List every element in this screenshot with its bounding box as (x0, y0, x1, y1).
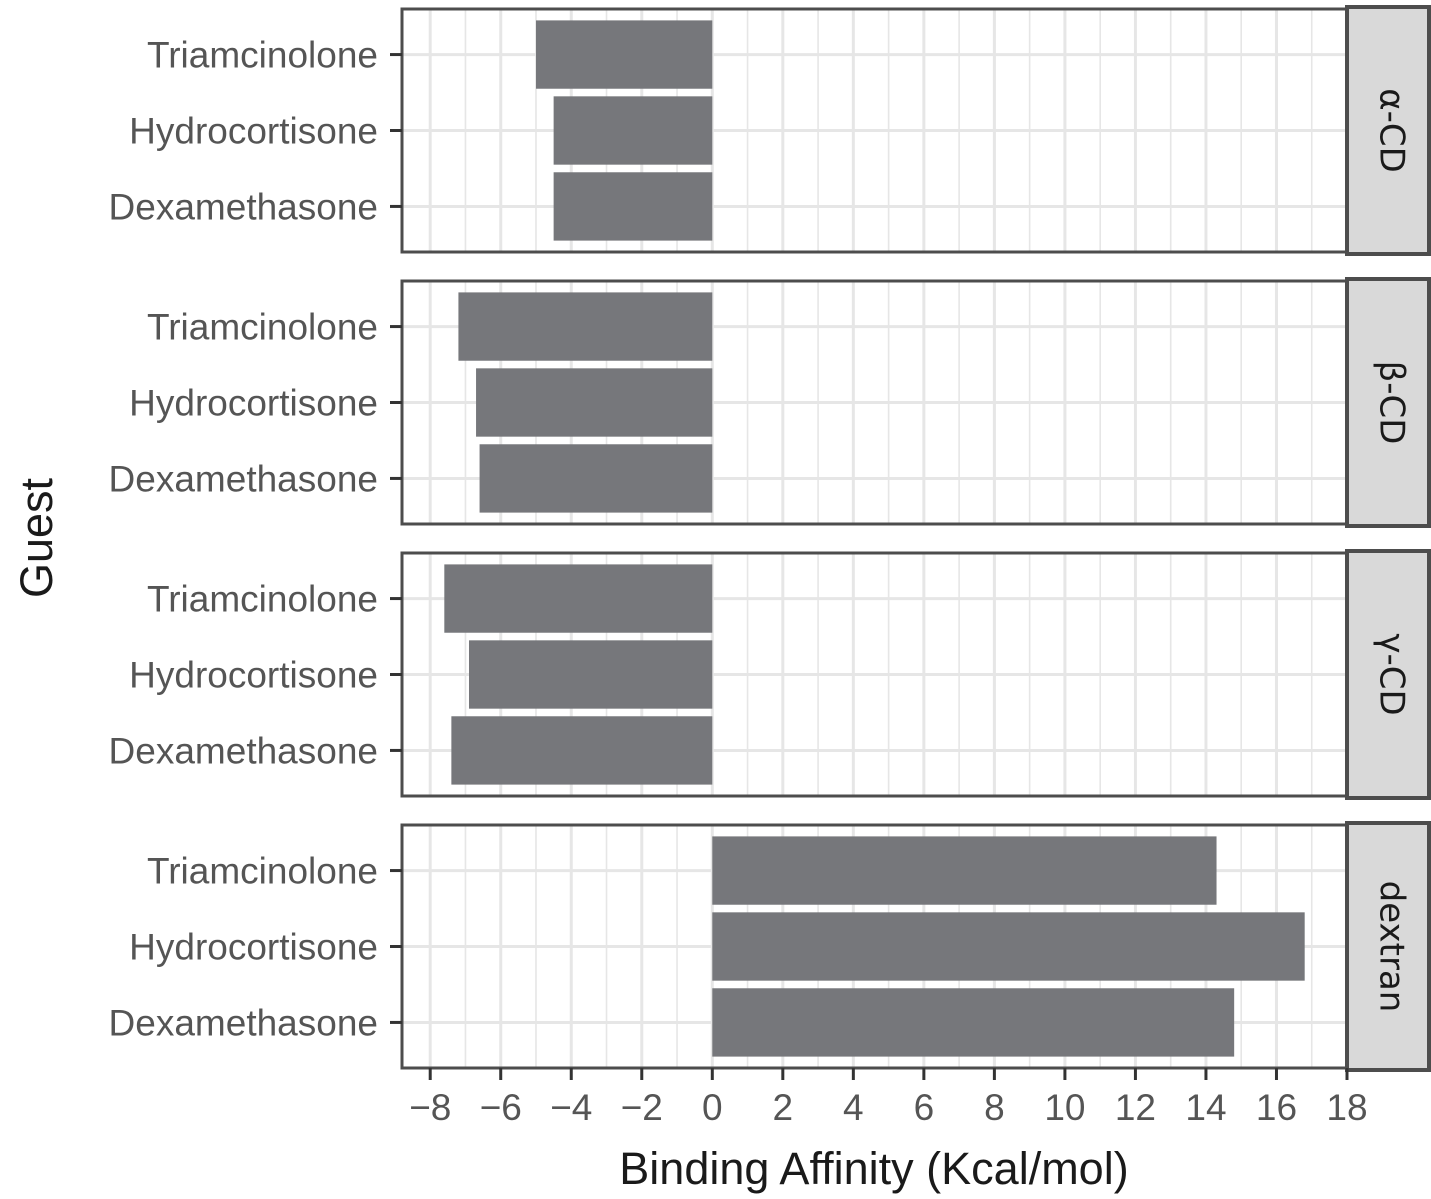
x-tick-label: 16 (1256, 1087, 1297, 1128)
x-tick-label: 6 (914, 1087, 935, 1128)
facet-strip-label: β-CD (1372, 361, 1412, 445)
category-label: Hydrocortisone (129, 383, 378, 424)
x-axis: −8 −6 −4 −2 0 2 4 6 8 10 12 14 16 18 (409, 1068, 1368, 1128)
category-label: Triamcinolone (147, 851, 378, 892)
x-tick-label: −8 (409, 1087, 451, 1128)
bar-hydrocortisone (468, 640, 713, 709)
x-tick-label: −2 (621, 1087, 663, 1128)
bar-triamcinolone (535, 20, 713, 89)
bar-dexamethasone (479, 444, 713, 513)
x-tick-label: −6 (480, 1087, 522, 1128)
category-label: Hydrocortisone (129, 927, 378, 968)
x-tick-label: 14 (1185, 1087, 1226, 1128)
facet-strip-label: dextran (1372, 881, 1412, 1013)
bar-hydrocortisone (476, 368, 713, 437)
category-label: Hydrocortisone (129, 111, 378, 152)
x-tick-label: 2 (773, 1087, 794, 1128)
facet-strip-label: γ-CD (1372, 633, 1412, 715)
bar-hydrocortisone (553, 96, 713, 165)
category-label: Dexamethasone (109, 730, 378, 771)
facet-2: Dexamethasone Hydrocortisone Triamcinolone… (109, 277, 1431, 528)
bar-triamcinolone (458, 292, 713, 361)
facet-strip (1345, 277, 1431, 528)
bar-dexamethasone (712, 988, 1235, 1057)
x-tick-label: 12 (1115, 1087, 1156, 1128)
x-tick-label: 18 (1326, 1087, 1367, 1128)
bar-triamcinolone (712, 836, 1217, 905)
facet-panels: Dexamethasone Hydrocortisone Triamcinolone… (109, 5, 1431, 1072)
y-axis-title: Guest (11, 477, 62, 598)
x-axis-title: Binding Affinity (Kcal/mol) (619, 1143, 1128, 1194)
facet-4: Dexamethasone Hydrocortisone Triamcinolone… (109, 821, 1431, 1072)
bar-triamcinolone (444, 564, 713, 633)
bar-hydrocortisone (712, 912, 1305, 981)
bar-dexamethasone (451, 716, 713, 785)
facet-3: Dexamethasone Hydrocortisone Triamcinolone… (109, 549, 1431, 800)
x-tick-label: 8 (984, 1087, 1005, 1128)
category-label: Triamcinolone (147, 579, 378, 620)
x-tick-label: −4 (550, 1087, 592, 1128)
x-tick-label: 4 (843, 1087, 864, 1128)
x-tick-label: 10 (1044, 1087, 1085, 1128)
facet-strip-label: α-CD (1372, 88, 1412, 173)
category-label: Triamcinolone (147, 307, 378, 348)
facet-1: Dexamethasone Hydrocortisone Triamcinolone… (109, 5, 1431, 256)
x-tick-label: 0 (702, 1087, 723, 1128)
bar-dexamethasone (553, 172, 713, 241)
category-label: Triamcinolone (147, 35, 378, 76)
facet-strip (1345, 821, 1431, 1072)
category-label: Hydrocortisone (129, 655, 378, 696)
facet-strip (1345, 549, 1431, 800)
category-label: Dexamethasone (109, 458, 378, 499)
facet-strip (1345, 5, 1431, 256)
category-label: Dexamethasone (109, 186, 378, 227)
category-label: Dexamethasone (109, 1002, 378, 1043)
